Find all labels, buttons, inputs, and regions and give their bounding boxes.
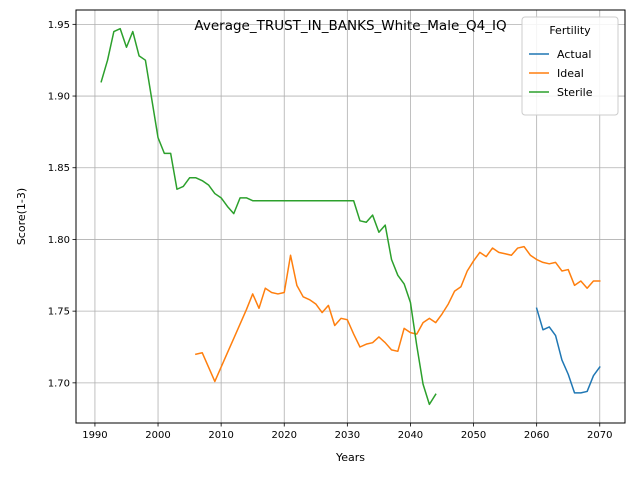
x-axis-title: Years: [335, 451, 365, 464]
x-tick-label: 2040: [398, 430, 423, 441]
plot-frame: [75, 9, 626, 424]
series-line-ideal: [195, 245, 601, 383]
legend-label-ideal: Ideal: [557, 67, 584, 80]
x-tick-label: 2000: [145, 430, 170, 441]
y-axis-title: Score(1-3): [15, 188, 28, 245]
y-tick-label: 1.95: [48, 20, 70, 31]
legend-entries: Actual Ideal Sterile: [529, 48, 593, 99]
x-tick-label: 2070: [587, 430, 612, 441]
series-line-actual: [535, 307, 601, 394]
ticks: 1990 2000 2010 2020 2030 2040 2050 2060 2070 1.70…: [48, 20, 613, 441]
x-tick-label: 2010: [208, 430, 233, 441]
legend: Fertility Actual Ideal Sterile: [521, 16, 619, 116]
y-tick-label: 1.75: [48, 307, 70, 318]
y-tick-label: 1.90: [48, 92, 70, 103]
legend-label-sterile: Sterile: [557, 86, 593, 99]
series-layer: [100, 27, 601, 406]
y-tick-label: 1.80: [48, 235, 70, 246]
x-tick-label: 2020: [272, 430, 297, 441]
x-tick-label: 2060: [524, 430, 549, 441]
y-tick-label: 1.70: [48, 378, 70, 389]
legend-title: Fertility: [549, 24, 591, 37]
legend-box: [521, 16, 619, 116]
x-tick-label: 1990: [82, 430, 107, 441]
legend-label-actual: Actual: [557, 48, 591, 61]
y-tick-label: 1.85: [48, 163, 70, 174]
chart-title: Average_TRUST_IN_BANKS_White_Male_Q4_IQ: [194, 18, 506, 34]
x-tick-label: 2050: [461, 430, 486, 441]
x-tick-label: 2030: [335, 430, 360, 441]
series-line-sterile: [100, 27, 437, 406]
